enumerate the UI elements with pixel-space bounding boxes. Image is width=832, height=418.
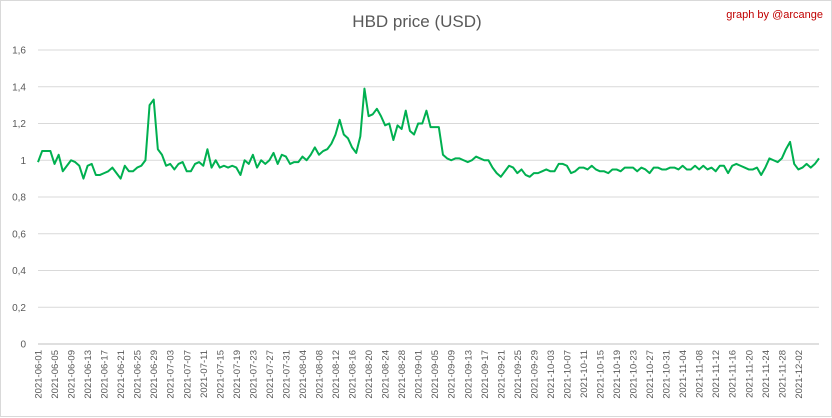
x-tick-label: 2021-10-31 (662, 350, 673, 399)
x-tick-label: 2021-10-19 (612, 350, 623, 399)
x-tick-label: 2021-11-08 (695, 350, 706, 398)
x-tick-label: 2021-10-11 (579, 350, 590, 398)
x-tick-label: 2021-08-28 (397, 350, 408, 399)
x-tick-label: 2021-06-29 (149, 350, 160, 399)
x-tick-label: 2021-09-01 (414, 350, 425, 399)
x-tick-label: 2021-08-16 (348, 350, 359, 399)
x-tick-label: 2021-08-24 (381, 350, 392, 399)
x-tick-label: 2021-08-20 (364, 350, 375, 399)
chart-title: HBD price (USD) (352, 12, 482, 31)
x-tick-label: 2021-09-25 (513, 350, 524, 399)
chart-credit: graph by @arcange (726, 9, 823, 21)
x-tick-label: 2021-09-13 (463, 350, 474, 399)
x-tick-label: 2021-08-12 (331, 350, 342, 399)
x-tick-label: 2021-06-17 (100, 350, 111, 399)
x-tick-label: 2021-11-24 (761, 350, 772, 398)
y-tick-label: 0,2 (12, 303, 26, 314)
y-tick-label: 1,4 (12, 82, 26, 93)
x-tick-label: 2021-07-23 (248, 350, 259, 399)
x-tick-label: 2021-10-23 (629, 350, 640, 399)
x-tick-label: 2021-07-31 (281, 350, 292, 399)
x-axis-ticks: 2021-06-01 2021-06-05 2021-06-09 2021-06-13… (34, 350, 805, 399)
x-tick-label: 2021-06-13 (83, 350, 94, 399)
x-tick-label: 2021-11-20 (744, 350, 755, 398)
y-tick-label: 0,8 (12, 193, 26, 204)
y-tick-label: 1,2 (12, 119, 26, 130)
x-tick-label: 2021-11-12 (711, 350, 722, 398)
x-tick-label: 2021-09-05 (430, 350, 441, 399)
x-tick-label: 2021-11-28 (777, 350, 788, 398)
x-tick-label: 2021-08-04 (298, 350, 309, 399)
x-tick-label: 2021-10-07 (562, 350, 573, 399)
x-tick-label: 2021-06-01 (34, 350, 45, 399)
x-tick-label: 2021-11-04 (678, 350, 689, 398)
series-line (37, 87, 820, 180)
y-tick-label: 0 (20, 340, 26, 351)
x-tick-label: 2021-07-15 (215, 350, 226, 399)
x-tick-label: 2021-12-02 (794, 350, 805, 399)
y-tick-label: 0,6 (12, 229, 26, 240)
x-tick-label: 2021-06-25 (133, 350, 144, 399)
x-tick-label: 2021-08-08 (314, 350, 325, 399)
x-tick-label: 2021-09-29 (529, 350, 540, 399)
x-tick-label: 2021-06-21 (116, 350, 127, 399)
x-tick-label: 2021-07-11 (199, 350, 210, 398)
x-tick-label: 2021-10-03 (546, 350, 557, 399)
y-axis-ticks: 0 0,2 0,4 0,6 0,8 1 1,2 1,4 1,6 (12, 46, 26, 351)
x-tick-label: 2021-06-09 (67, 350, 78, 399)
x-tick-label: 2021-11-16 (728, 350, 739, 398)
series-hbd-price (37, 87, 820, 180)
y-tick-label: 1 (20, 156, 26, 167)
x-tick-label: 2021-10-27 (645, 350, 656, 399)
y-tick-label: 1,6 (12, 46, 26, 57)
gridlines (38, 49, 819, 308)
x-tick-label: 2021-07-19 (232, 350, 243, 399)
x-tick-label: 2021-09-17 (480, 350, 491, 399)
y-tick-label: 0,4 (12, 266, 26, 277)
x-tick-label: 2021-07-07 (182, 350, 193, 399)
x-tick-label: 2021-06-05 (50, 350, 61, 399)
x-tick-label: 2021-07-03 (166, 350, 177, 399)
x-tick-label: 2021-10-15 (595, 350, 606, 399)
x-tick-label: 2021-07-27 (265, 350, 276, 399)
x-tick-label: 2021-09-09 (447, 350, 458, 399)
x-tick-label: 2021-09-21 (496, 350, 507, 399)
